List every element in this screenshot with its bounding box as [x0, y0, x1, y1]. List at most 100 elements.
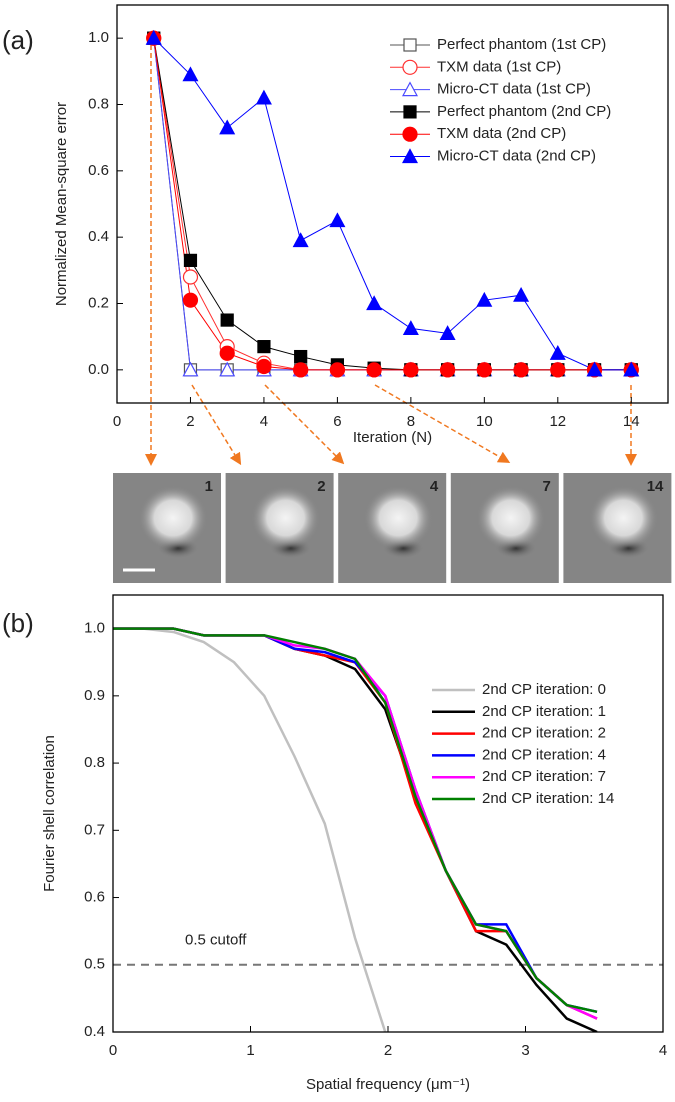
- legend-label: Micro-CT data (1st CP): [437, 81, 591, 98]
- marker: [403, 362, 419, 378]
- legend-label: 2nd CP iteration: 0: [482, 681, 606, 698]
- x-tick-label: 3: [521, 1042, 529, 1059]
- marker: [401, 148, 419, 164]
- marker: [403, 105, 417, 119]
- panel-label: (a): [2, 25, 34, 55]
- legend-label: Perfect phantom (1st CP): [437, 36, 606, 53]
- thumbnail-blob: [364, 486, 433, 550]
- marker: [293, 362, 309, 378]
- y-tick-label: 0.4: [88, 228, 109, 245]
- marker: [402, 59, 418, 75]
- thumbnail-label: 2: [317, 478, 325, 495]
- marker: [402, 126, 418, 142]
- x-axis-label: Spatial frequency (μm⁻¹): [306, 1076, 470, 1093]
- marker: [183, 253, 198, 267]
- y-tick-label: 1.0: [88, 29, 109, 46]
- x-tick-label: 8: [407, 413, 415, 430]
- legend-label: 2nd CP iteration: 14: [482, 790, 614, 807]
- marker: [402, 320, 419, 335]
- marker: [513, 362, 529, 378]
- thumbnail-blob: [251, 486, 320, 550]
- thumbnail: 2: [225, 473, 334, 583]
- series-line: [113, 627, 387, 1032]
- y-tick-label: 0.8: [88, 95, 109, 112]
- x-tick-label: 2: [384, 1042, 392, 1059]
- marker: [439, 325, 456, 340]
- thumbnail: 1: [113, 473, 221, 583]
- plot-frame: [112, 594, 664, 1033]
- x-axis-label: Iteration (N): [353, 429, 432, 446]
- marker: [329, 212, 346, 228]
- marker: [255, 89, 272, 105]
- marker: [586, 361, 603, 377]
- marker: [366, 362, 382, 378]
- y-axis-label: Normalized Mean-square error: [53, 102, 70, 306]
- marker: [513, 286, 530, 302]
- panel-label: (b): [2, 608, 34, 638]
- y-tick-label: 0.0: [88, 361, 109, 378]
- plot-area: [113, 627, 598, 1032]
- plot-area: [145, 29, 640, 378]
- x-tick-label: 10: [476, 413, 493, 430]
- legend-label: 2nd CP iteration: 1: [482, 703, 606, 720]
- thumbnail-label: 1: [205, 478, 213, 495]
- legend-label: 2nd CP iteration: 2: [482, 725, 606, 742]
- legend-label: Micro-CT data (2nd CP): [437, 147, 596, 164]
- y-tick-label: 1.0: [84, 620, 105, 637]
- y-tick-label: 0.2: [88, 294, 109, 311]
- series-line: [113, 627, 598, 1014]
- cutoff-label: 0.5 cutoff: [185, 932, 247, 949]
- x-tick-label: 4: [260, 413, 268, 430]
- arrow: [191, 384, 242, 466]
- thumbnail-label: 4: [430, 478, 439, 495]
- x-tick-label: 14: [623, 413, 640, 430]
- thumbnail: 4: [338, 473, 447, 583]
- thumbnail-label: 14: [647, 478, 664, 495]
- marker: [257, 340, 271, 354]
- marker: [220, 313, 234, 327]
- marker: [219, 361, 236, 377]
- marker: [182, 292, 199, 308]
- marker: [476, 291, 493, 307]
- arrow: [264, 384, 345, 465]
- thumbnail-label: 7: [542, 478, 550, 495]
- x-tick-label: 12: [549, 413, 566, 430]
- legend-label: Perfect phantom (2nd CP): [437, 103, 611, 120]
- y-tick-label: 0.7: [84, 821, 105, 838]
- marker: [145, 29, 162, 45]
- marker: [182, 269, 199, 285]
- marker: [476, 362, 492, 378]
- x-tick-label: 6: [333, 413, 341, 430]
- marker: [292, 232, 309, 248]
- marker: [182, 361, 199, 377]
- marker: [623, 361, 640, 377]
- marker: [403, 38, 417, 52]
- y-tick-label: 0.6: [84, 889, 105, 906]
- x-tick-label: 2: [186, 413, 194, 430]
- marker: [294, 349, 308, 364]
- x-tick-label: 4: [659, 1042, 667, 1059]
- y-tick-label: 0.9: [84, 687, 105, 704]
- x-tick-label: 1: [246, 1042, 254, 1059]
- marker: [256, 358, 272, 375]
- thumbnail-blob: [476, 486, 545, 550]
- marker: [219, 119, 236, 135]
- arrow: [374, 384, 511, 463]
- y-axis-label: Fourier shell correlation: [41, 735, 58, 892]
- marker: [549, 344, 566, 360]
- marker: [219, 345, 235, 361]
- marker: [182, 66, 199, 82]
- plot-frame: [116, 4, 669, 404]
- y-tick-label: 0.5: [84, 956, 105, 973]
- series-line: [153, 37, 632, 371]
- marker: [401, 81, 419, 97]
- marker: [440, 362, 456, 378]
- thumbnail: 7: [450, 473, 559, 583]
- legend-label: TXM data (1st CP): [437, 58, 561, 75]
- x-tick-label: 0: [109, 1042, 117, 1059]
- marker: [329, 362, 345, 378]
- legend-label: 2nd CP iteration: 4: [482, 746, 606, 763]
- thumbnail: 14: [563, 473, 672, 583]
- marker: [366, 295, 383, 311]
